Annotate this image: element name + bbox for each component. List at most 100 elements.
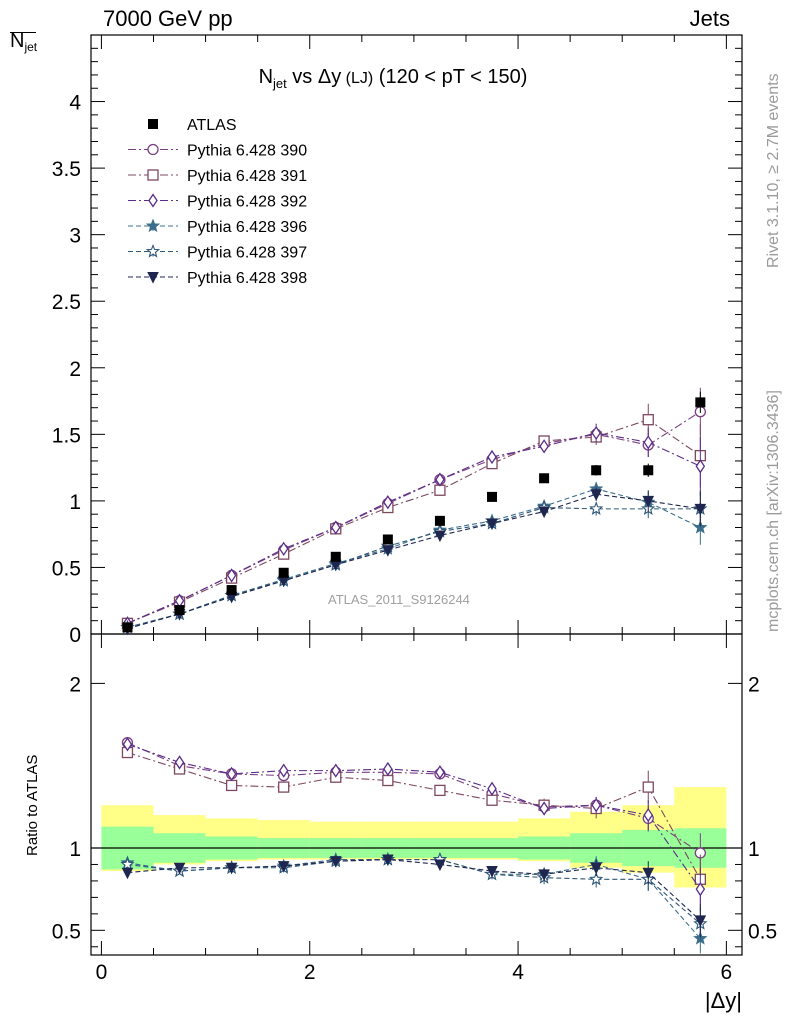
y-tick-label: 2.5 [52,291,81,314]
legend-label: Pythia 6.428 391 [187,168,307,185]
x-tick-label: 2 [304,961,316,984]
y-tick-label: 0.5 [52,920,81,943]
point-data [174,605,185,616]
legend-label: ATLAS [187,117,237,134]
ratio-panel-frame: 0 2 4 6 0.5 0.5 1 1 2 2 [52,633,777,984]
point-s398 [642,495,655,508]
point-s392 [695,459,706,474]
point-s392 [435,765,445,780]
point-s392 [122,737,133,752]
y-tick-label: 0.5 [52,557,81,580]
point-s398 [382,854,394,867]
ratio-panel-border [90,633,743,956]
point-data [122,622,133,633]
series-line-s392 [127,432,701,624]
legend-item-s392: Pythia 6.428 392 [128,193,307,211]
point-s397 [589,501,604,515]
legend-marker [145,218,161,233]
observable-label: Jets [689,6,730,31]
point-s398 [486,866,498,878]
legend-item-s397: Pythia 6.428 397 [128,243,307,262]
series-s398 [121,854,707,937]
point-s398 [538,506,550,519]
point-s398 [434,530,446,543]
legend: ATLAS Pythia 6.428 390 Pythia 6.428 391 Pyt… [128,117,307,287]
legend-marker [147,169,159,181]
legend-label: Pythia 6.428 396 [187,219,307,236]
point-s391 [434,784,446,797]
point-s397 [120,856,135,871]
y-tick-label-right: 0.5 [748,920,777,943]
series-s398 [121,487,707,636]
point-s397 [589,871,604,886]
legend-item-s398: Pythia 6.428 398 [128,270,307,287]
x-axis-label: |Δy| [704,988,742,1013]
point-s398 [121,867,134,880]
point-s392 [330,520,341,535]
series-s390 [121,387,706,630]
plot-title-range: (120 < pT < 150) [373,66,528,88]
point-data [382,534,393,545]
point-s398 [173,862,186,875]
point-s392 [695,881,706,897]
series-line-s391 [127,419,701,624]
y-tick-label: 1.5 [52,424,81,447]
point-s391 [642,781,654,793]
point-data [226,585,237,596]
legend-marker [148,119,158,129]
point-s392 [435,472,445,487]
point-s392 [174,755,185,770]
legend-marker [147,143,159,156]
y-axis-label-subscript: jet [24,40,38,54]
point-s392 [539,439,549,454]
point-s392 [591,798,601,813]
plot-title-variable: vs Δy [286,66,342,88]
x-tick-label: 0 [96,961,108,984]
x-tick-label: 4 [512,961,524,984]
series-s392 [122,423,706,631]
plot-title-symbol: N [258,66,274,88]
legend-marker [145,243,161,258]
point-s392 [278,541,289,556]
point-s398 [329,856,342,868]
point-s398 [590,862,602,875]
point-s398 [277,861,290,873]
point-s398 [590,489,602,501]
series-data [122,391,706,633]
point-data [434,515,445,526]
point-s398 [694,915,707,928]
point-s392 [643,807,654,823]
plot-title-subscript: jet [273,76,287,91]
point-s398 [382,545,394,557]
series-s397 [120,490,708,634]
series-s392 [122,737,706,911]
y-tick-label: 2 [69,358,81,381]
point-s391 [642,414,654,426]
legend-label: Pythia 6.428 392 [187,194,307,211]
legend-item-s390: Pythia 6.428 390 [128,143,307,160]
point-s392 [487,781,497,796]
point-s398 [486,518,498,531]
ratio-panel-series [120,736,708,954]
legend-label: Pythia 6.428 397 [187,245,307,262]
y-tick-label: 4 [69,92,81,115]
legend-label: Pythia 6.428 398 [187,270,307,287]
point-s392 [539,801,549,816]
point-data [330,551,341,562]
point-s391 [382,774,394,787]
series-s396 [120,481,708,634]
y-axis-label-main: Njet [10,30,37,54]
series-line-s397 [127,858,701,925]
point-s398 [434,859,446,872]
point-s392 [591,425,601,441]
point-data [591,465,602,476]
legend-item-data: ATLAS [148,117,237,134]
point-data [643,465,654,476]
legend-label: Pythia 6.428 390 [187,143,307,160]
series-line-s390 [127,411,701,624]
point-s392 [330,763,341,778]
y-axis-label-symbol: N [10,30,25,52]
ratio-uncertainty-bands [101,787,727,888]
y-tick-label: 3.5 [52,158,81,181]
